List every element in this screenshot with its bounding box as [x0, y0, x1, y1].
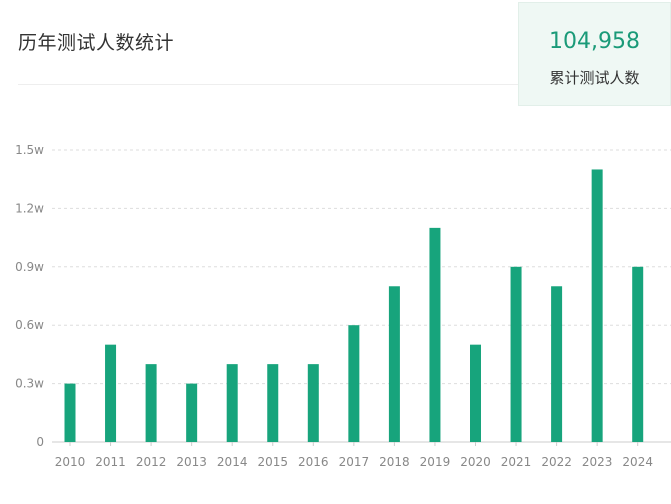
- x-tick-label: 2014: [217, 455, 248, 469]
- y-tick-label: 1.5w: [15, 143, 44, 157]
- x-tick-label: 2020: [460, 455, 491, 469]
- x-tick-label: 2013: [176, 455, 207, 469]
- x-tick-label: 2019: [420, 455, 451, 469]
- y-tick-label: 0.6w: [15, 318, 44, 332]
- bar-2013[interactable]: [186, 383, 198, 442]
- bar-2012[interactable]: [145, 364, 157, 442]
- x-tick-label: 2018: [379, 455, 410, 469]
- total-stat-card: 104,958 累计测试人数: [518, 2, 671, 106]
- bar-2014[interactable]: [226, 364, 238, 442]
- x-tick-label: 2023: [582, 455, 613, 469]
- x-tick-label: 2017: [339, 455, 370, 469]
- x-tick-label: 2016: [298, 455, 329, 469]
- x-tick-label: 2024: [622, 455, 653, 469]
- y-tick-label: 0.9w: [15, 260, 44, 274]
- x-tick-label: 2012: [136, 455, 167, 469]
- page-title: 历年测试人数统计: [18, 32, 175, 54]
- bar-2022[interactable]: [551, 286, 563, 442]
- bar-2020[interactable]: [470, 344, 481, 442]
- bar-2015[interactable]: [267, 364, 279, 442]
- x-tick-label: 2010: [55, 455, 86, 469]
- total-stat-label: 累计测试人数: [549, 69, 640, 87]
- y-tick-label: 1.2w: [15, 201, 44, 215]
- title-divider: [18, 84, 518, 85]
- bar-2024[interactable]: [632, 266, 644, 442]
- bar-2010[interactable]: [64, 383, 76, 442]
- x-tick-label: 2015: [257, 455, 288, 469]
- total-stat-value: 104,958: [549, 29, 640, 54]
- y-tick-label: 0: [36, 435, 44, 449]
- bar-2018[interactable]: [388, 286, 400, 442]
- bar-2016[interactable]: [307, 364, 319, 442]
- y-tick-label: 0.3w: [15, 377, 44, 391]
- bar-2017[interactable]: [348, 325, 360, 442]
- bar-2019[interactable]: [429, 227, 441, 442]
- x-tick-label: 2021: [501, 455, 532, 469]
- bar-2023[interactable]: [591, 169, 603, 442]
- bar-2021[interactable]: [510, 266, 522, 442]
- bar-2011[interactable]: [105, 344, 117, 442]
- x-tick-label: 2011: [95, 455, 126, 469]
- x-tick-label: 2022: [541, 455, 572, 469]
